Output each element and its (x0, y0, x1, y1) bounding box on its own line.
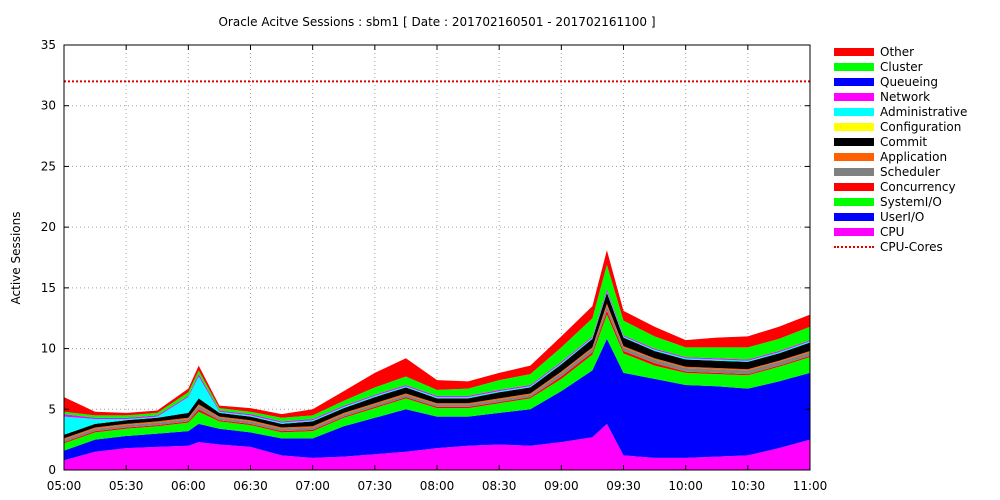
legend-swatch (834, 152, 874, 161)
legend-item-application: Application (834, 149, 967, 164)
legend-swatch (834, 245, 874, 248)
area-series-cpu (64, 423, 810, 470)
legend-label: Configuration (880, 119, 962, 134)
legend-label: Other (880, 44, 915, 59)
legend-label: UserI/O (880, 209, 925, 224)
chart-title: Oracle Acitve Sessions : sbm1 [ Date : 2… (218, 15, 655, 29)
x-tick-label-4: 07:00 (295, 479, 330, 493)
legend-item-cpu: CPU (834, 224, 967, 239)
axes: 0 5 10 15 20 25 30 35 05:00 05:30 06:00 06:30 07:00 0… (41, 38, 828, 493)
legend-swatch (834, 107, 874, 116)
stacked-areas (64, 250, 810, 470)
x-tick-label-1: 05:30 (109, 479, 144, 493)
y-tick-label-5: 25 (41, 159, 56, 173)
area-series-cluster (64, 264, 810, 422)
legend-item-configuration: Configuration (834, 119, 967, 134)
y-tick-label-0: 0 (48, 463, 56, 477)
legend-swatch (834, 197, 874, 206)
legend-label: Scheduler (880, 164, 941, 179)
legend-item-scheduler: Scheduler (834, 164, 967, 179)
legend-swatch (834, 227, 874, 236)
legend-item-useri-o: UserI/O (834, 209, 967, 224)
legend-label: Network (880, 89, 931, 104)
x-tick-label-8: 09:00 (544, 479, 579, 493)
legend-swatch (834, 62, 874, 71)
area-series-other (64, 250, 810, 418)
x-tick-label-6: 08:00 (420, 479, 455, 493)
legend-item-commit: Commit (834, 134, 967, 149)
x-tick-label-0: 05:00 (47, 479, 82, 493)
legend-item-queueing: Queueing (834, 74, 967, 89)
y-tick-label-6: 30 (41, 99, 56, 113)
legend-label: CPU-Cores (880, 239, 943, 254)
legend-swatch (834, 212, 874, 221)
legend-item-cpu-cores: CPU-Cores (834, 239, 967, 254)
x-tick-label-7: 08:30 (482, 479, 517, 493)
x-tick-label-2: 06:00 (171, 479, 206, 493)
legend-label: Cluster (880, 59, 923, 74)
legend-label: Queueing (880, 74, 938, 89)
legend-swatch (834, 167, 874, 176)
x-tick-label-9: 09:30 (606, 479, 641, 493)
legend-label: SystemI/O (880, 194, 942, 209)
y-tick-label-3: 15 (41, 281, 56, 295)
legend-item-systemi-o: SystemI/O (834, 194, 967, 209)
y-tick-label-4: 20 (41, 220, 56, 234)
legend-swatch (834, 47, 874, 56)
area-series-useri-o (64, 338, 810, 461)
legend-item-concurrency: Concurrency (834, 179, 967, 194)
y-tick-label-2: 10 (41, 342, 56, 356)
legend-label: Application (880, 149, 948, 164)
legend: Other Cluster Queueing Network Administrativ… (834, 44, 967, 254)
legend-label: Commit (880, 134, 928, 149)
legend-label: CPU (880, 224, 905, 239)
x-tick-label-5: 07:30 (358, 479, 393, 493)
x-tick-label-11: 10:30 (731, 479, 766, 493)
legend-label: Administrative (880, 104, 968, 119)
y-tick-label-7: 35 (41, 38, 56, 52)
legend-item-network: Network (834, 89, 967, 104)
legend-label: Concurrency (880, 179, 956, 194)
legend-swatch (834, 77, 874, 86)
y-tick-label-1: 5 (48, 402, 56, 416)
x-tick-label-3: 06:30 (233, 479, 268, 493)
legend-swatch (834, 182, 874, 191)
legend-item-administrative: Administrative (834, 104, 967, 119)
legend-swatch (834, 122, 874, 131)
x-tick-label-10: 10:00 (668, 479, 703, 493)
legend-swatch (834, 92, 874, 101)
legend-item-cluster: Cluster (834, 59, 967, 74)
x-tick-label-12: 11:00 (793, 479, 828, 493)
legend-swatch (834, 137, 874, 146)
y-axis-label: Active Sessions (9, 212, 23, 305)
legend-item-other: Other (834, 44, 967, 59)
